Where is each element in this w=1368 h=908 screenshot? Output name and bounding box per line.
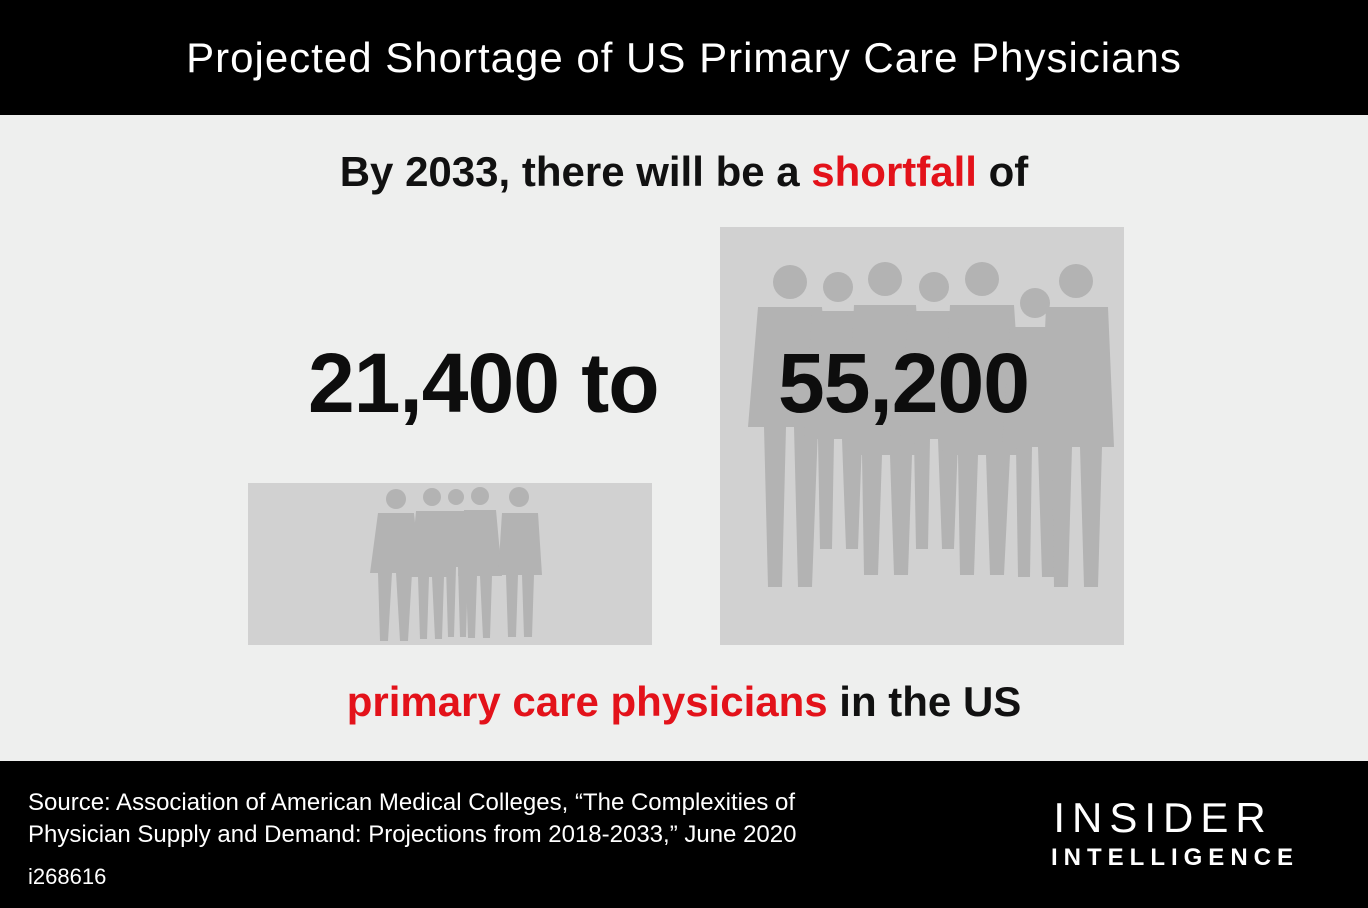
source-note: Source: Association of American Medical … xyxy=(28,787,958,851)
subline-highlight: primary care physicians xyxy=(346,678,828,725)
footer-band xyxy=(0,761,1368,908)
range-low-value: 21,400 to xyxy=(308,336,660,430)
large-group-photo xyxy=(720,227,1124,645)
headline-highlight: shortfall xyxy=(811,148,977,195)
headline-suffix: of xyxy=(976,148,1029,195)
headline-prefix: By 2033, there will be a xyxy=(339,148,812,195)
source-line-1: Source: Association of American Medical … xyxy=(28,789,796,816)
source-line-2: Physician Supply and Demand: Projections… xyxy=(28,821,797,848)
brand-logo-bottom: INTELLIGENCE xyxy=(1050,844,1299,871)
range-high-value: 55,200 xyxy=(778,336,1030,430)
header-banner: Projected Shortage of US Primary Care Ph… xyxy=(0,0,1368,115)
headline: By 2033, there will be a shortfall of xyxy=(0,148,1368,196)
subline-suffix: in the US xyxy=(827,678,1022,725)
small-group-photo xyxy=(248,483,652,645)
subline: primary care physicians in the US xyxy=(0,678,1368,726)
page-title: Projected Shortage of US Primary Care Ph… xyxy=(186,33,1182,81)
chart-id: i268616 xyxy=(28,864,107,889)
brand-logo-top: INSIDER xyxy=(1053,794,1273,841)
main-panel xyxy=(0,115,1368,761)
